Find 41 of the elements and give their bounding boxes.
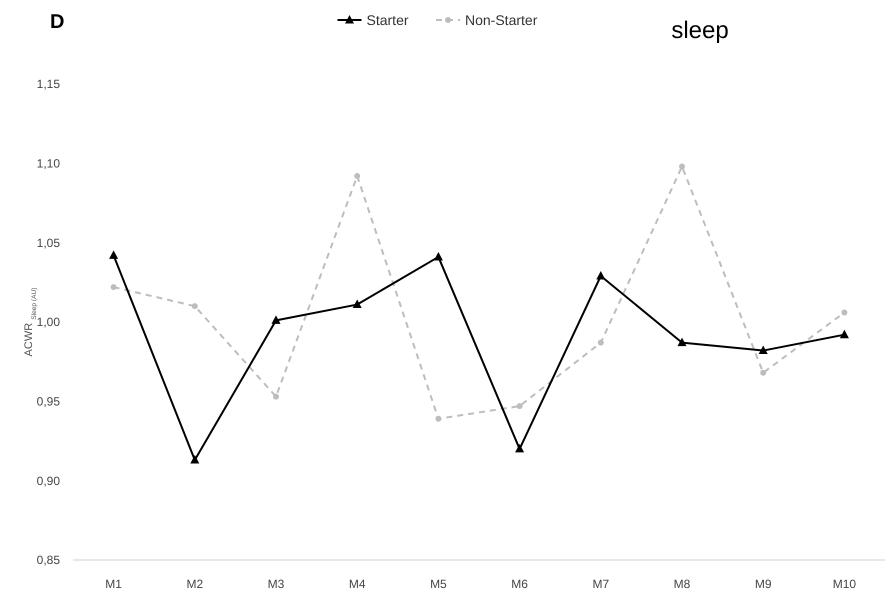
point (760, 370, 766, 376)
point (190, 455, 200, 464)
x-tick-label: M1 (105, 577, 122, 591)
x-tick-label: M5 (430, 577, 448, 591)
point (110, 284, 117, 290)
legend-label: Non-Starter (465, 12, 538, 28)
y-tick-label: 0,95 (36, 394, 60, 409)
x-tick-label: M6 (511, 577, 528, 591)
point (434, 252, 443, 260)
point (272, 315, 280, 324)
point (679, 164, 685, 170)
point (841, 309, 848, 316)
x-tick-label: M8 (674, 577, 691, 591)
y-tick-label: 1,05 (36, 236, 60, 250)
legend-label: Starter (366, 12, 409, 28)
x-tick-label: M2 (186, 577, 204, 591)
point (515, 444, 524, 452)
x-tick-label: M3 (268, 577, 285, 591)
y-tick-label: 0,90 (36, 474, 60, 488)
point (840, 330, 849, 338)
y-tick-label: 1,00 (36, 315, 60, 330)
chart-title: sleep (671, 17, 729, 44)
point (598, 340, 604, 346)
point (273, 394, 279, 400)
point (435, 416, 442, 422)
y-tick-label: 0,85 (36, 553, 60, 568)
point (109, 250, 118, 259)
point (758, 346, 768, 354)
point (596, 270, 606, 280)
point (352, 300, 362, 308)
point (678, 338, 686, 346)
x-tick-label: M7 (592, 577, 610, 591)
x-tick-label: M9 (754, 577, 772, 591)
point (354, 173, 360, 180)
x-tick-label: M10 (832, 577, 856, 591)
y-tick-label: 1,10 (36, 156, 60, 171)
x-tick-label: M4 (348, 577, 366, 591)
point (516, 403, 523, 410)
point (192, 303, 198, 310)
text: D (50, 11, 64, 33)
y-tick-label: 1,15 (36, 77, 60, 92)
